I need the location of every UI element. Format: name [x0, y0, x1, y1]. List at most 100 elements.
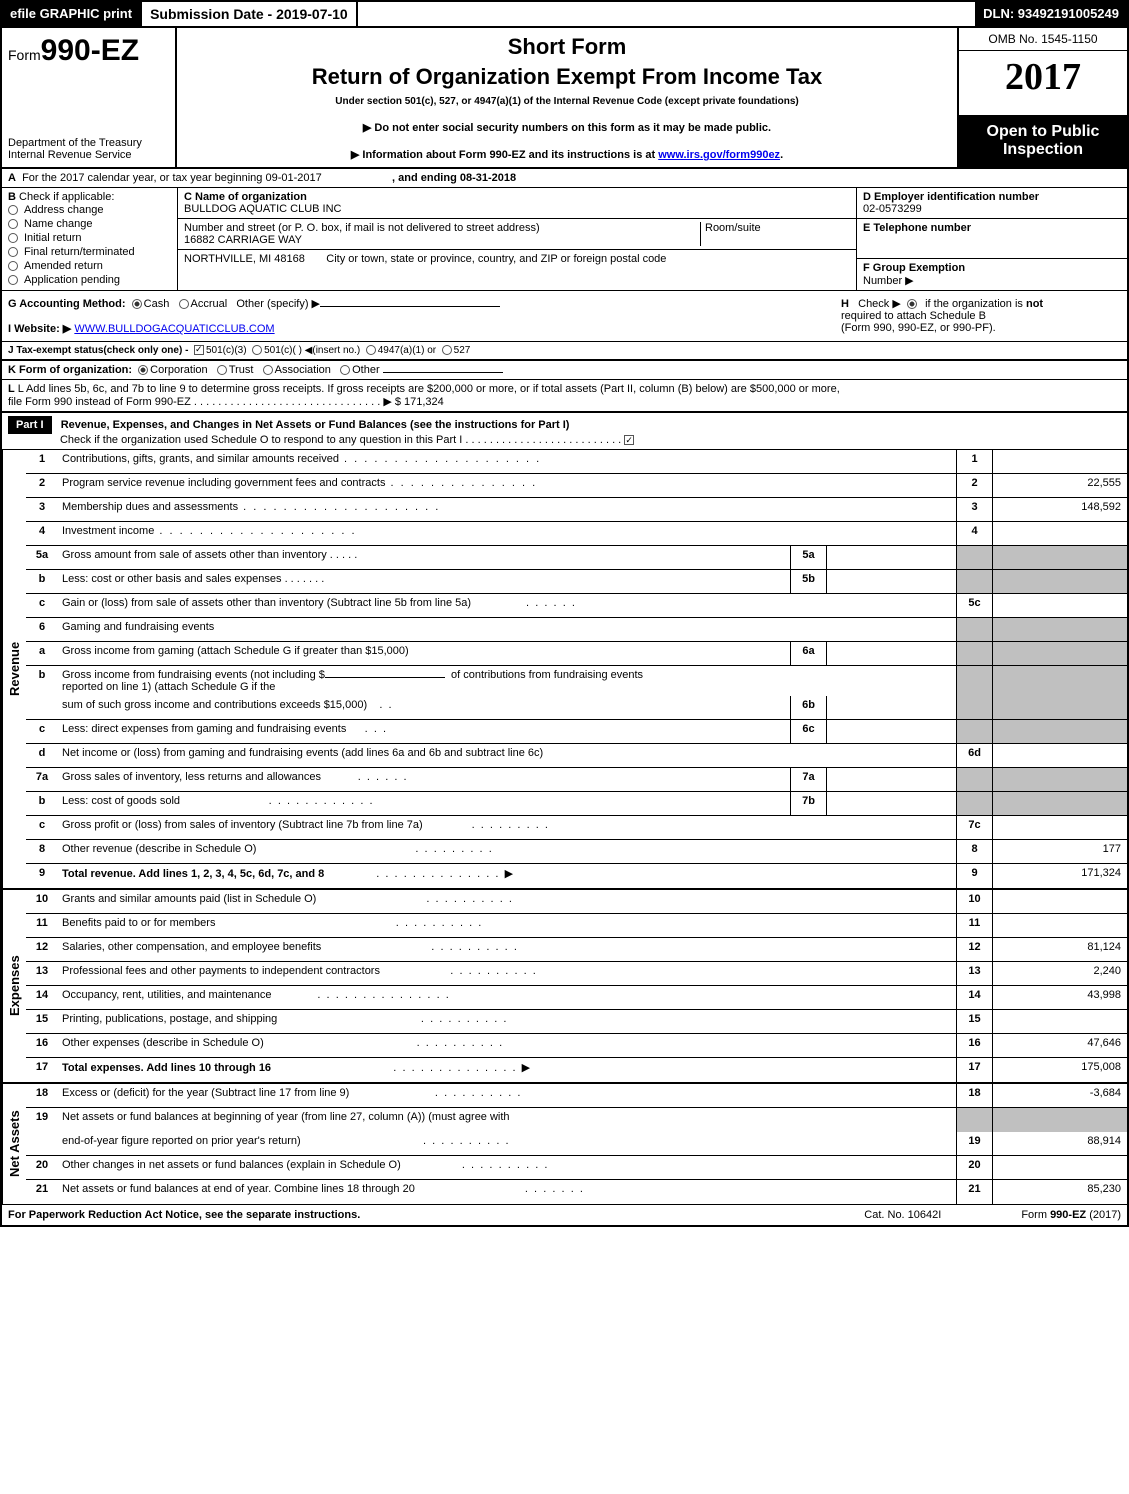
corp-label: Corporation: [150, 364, 207, 376]
line-box-val: 2,240: [992, 962, 1127, 985]
line-num: 4: [26, 522, 58, 545]
radio-trust-icon[interactable]: [217, 365, 227, 375]
line-box-val: 88,914: [992, 1132, 1127, 1155]
header-left: Form990-EZ Department of the Treasury In…: [2, 28, 177, 167]
chk-527-icon[interactable]: [442, 345, 452, 355]
cash-label: Cash: [144, 298, 170, 310]
open-line1: Open to Public: [963, 123, 1123, 141]
form-prefix: Form: [8, 47, 41, 63]
f-label2: Number ▶: [863, 275, 914, 287]
radio-accrual-icon[interactable]: [179, 299, 189, 309]
radio-other-icon[interactable]: [340, 365, 350, 375]
accrual-label: Accrual: [191, 298, 228, 310]
line-6d: d Net income or (loss) from gaming and f…: [26, 744, 1127, 768]
chk-amended-return[interactable]: Amended return: [8, 259, 171, 273]
chk-application-pending[interactable]: Application pending: [8, 273, 171, 287]
l-text2: file Form 990 instead of Form 990-EZ . .…: [8, 396, 444, 408]
efile-print-button[interactable]: efile GRAPHIC print: [2, 2, 140, 26]
line-num: 20: [26, 1156, 58, 1179]
h-checkbox-icon[interactable]: [907, 299, 917, 309]
initial-return-label: Initial return: [24, 232, 81, 244]
radio-cash-icon[interactable]: [132, 299, 142, 309]
line-box-val: 47,646: [992, 1034, 1127, 1057]
room-suite-cell: Room/suite: [700, 222, 850, 246]
chk-address-change[interactable]: Address change: [8, 203, 171, 217]
line-box-shaded: [992, 1108, 1127, 1132]
chk-initial-return[interactable]: Initial return: [8, 231, 171, 245]
line-num: 15: [26, 1010, 58, 1033]
trust-label: Trust: [229, 364, 254, 376]
address-change-label: Address change: [24, 204, 104, 216]
chk-4947-icon[interactable]: [366, 345, 376, 355]
opt-4947: 4947(a)(1) or: [378, 345, 436, 356]
line-sub-val: [826, 768, 956, 791]
schedule-o-checkbox-icon[interactable]: [624, 435, 634, 445]
line-num: 2: [26, 474, 58, 497]
line-num: b: [26, 570, 58, 593]
line-box-num: 20: [956, 1156, 992, 1179]
chk-name-change[interactable]: Name change: [8, 217, 171, 231]
expenses-lines: 10 Grants and similar amounts paid (list…: [26, 890, 1127, 1082]
line-box-num: 8: [956, 840, 992, 863]
line-desc: Less: cost of goods sold . . . . . . . .…: [58, 792, 790, 815]
radio-icon: [8, 261, 18, 271]
line-desc: Net income or (loss) from gaming and fun…: [58, 744, 956, 767]
line-num: [26, 1132, 58, 1155]
org-name-row: C Name of organization BULLDOG AQUATIC C…: [178, 188, 856, 219]
chk-501c3-icon[interactable]: [194, 345, 204, 355]
line-3: 3 Membership dues and assessments 3 148,…: [26, 498, 1127, 522]
info-prefix: ▶ Information about Form 990-EZ and its …: [351, 149, 658, 161]
omb-number: OMB No. 1545-1150: [959, 28, 1127, 51]
line-num: 8: [26, 840, 58, 863]
line-desc: Grants and similar amounts paid (list in…: [58, 890, 956, 913]
netassets-side-label: Net Assets: [2, 1084, 26, 1204]
chk-final-return[interactable]: Final return/terminated: [8, 245, 171, 259]
opt-501c: 501(c)( ) ◀(insert no.): [264, 345, 360, 356]
line-13: 13 Professional fees and other payments …: [26, 962, 1127, 986]
line-sub-num: 6a: [790, 642, 826, 665]
row-g-left: G Accounting Method: Cash Accrual Other …: [8, 297, 841, 335]
line-box-shaded: [956, 618, 992, 641]
info-suffix: .: [780, 149, 783, 161]
line-desc: Salaries, other compensation, and employ…: [58, 938, 956, 961]
opt-527: 527: [454, 345, 471, 356]
line-11: 11 Benefits paid to or for members . . .…: [26, 914, 1127, 938]
line-7c: c Gross profit or (loss) from sales of i…: [26, 816, 1127, 840]
f-label: F Group Exemption: [863, 262, 965, 274]
line-num: 11: [26, 914, 58, 937]
other-specify-input[interactable]: [320, 306, 500, 307]
line-desc: Less: cost or other basis and sales expe…: [58, 570, 790, 593]
netassets-lines: 18 Excess or (deficit) for the year (Sub…: [26, 1084, 1127, 1204]
line-box-num: 19: [956, 1132, 992, 1155]
line-19-1: 19 Net assets or fund balances at beginn…: [26, 1108, 1127, 1132]
radio-icon: [8, 233, 18, 243]
line-box-val: [992, 522, 1127, 545]
line-sub-num: 6c: [790, 720, 826, 743]
name-change-label: Name change: [24, 218, 93, 230]
radio-icon: [8, 247, 18, 257]
b-check-text: Check if applicable:: [19, 191, 114, 203]
chk-501c-icon[interactable]: [252, 345, 262, 355]
radio-corp-icon[interactable]: [138, 365, 148, 375]
line-box-shaded: [992, 720, 1127, 743]
line-14: 14 Occupancy, rent, utilities, and maint…: [26, 986, 1127, 1010]
line-box-num: 21: [956, 1180, 992, 1204]
irs-link[interactable]: www.irs.gov/form990ez: [658, 149, 780, 161]
line-box-num: 6d: [956, 744, 992, 767]
line-box-val: 43,998: [992, 986, 1127, 1009]
fundraising-amount-input[interactable]: [325, 677, 445, 678]
radio-assoc-icon[interactable]: [263, 365, 273, 375]
line-box-shaded: [956, 720, 992, 743]
other-label: Other (specify) ▶: [236, 298, 320, 310]
row-a-text1: For the 2017 calendar year, or tax year …: [22, 172, 322, 184]
line-box-shaded: [956, 792, 992, 815]
line-box-val: 85,230: [992, 1180, 1127, 1204]
radio-icon: [8, 275, 18, 285]
opt-501c3: 501(c)(3): [206, 345, 247, 356]
form-990ez-text: 990-EZ: [41, 34, 139, 67]
other-org-input[interactable]: [383, 372, 503, 373]
website-link[interactable]: WWW.BULLDOGACQUATICCLUB.COM: [74, 323, 274, 335]
revenue-lines: 1 Contributions, gifts, grants, and simi…: [26, 450, 1127, 888]
line-desc: Other expenses (describe in Schedule O) …: [58, 1034, 956, 1057]
g-label: G Accounting Method:: [8, 298, 126, 310]
